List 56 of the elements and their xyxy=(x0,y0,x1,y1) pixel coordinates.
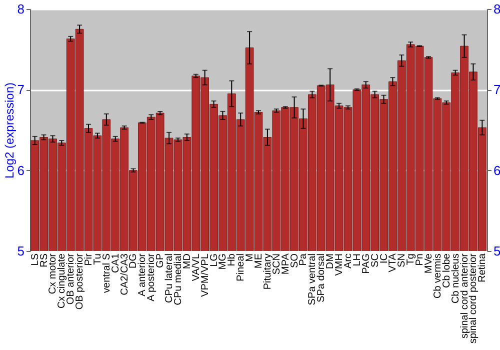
x-tick-label: SC xyxy=(370,254,381,268)
x-tick-label: VTA xyxy=(388,253,399,272)
x-tick-label: SCN xyxy=(271,254,282,275)
y-tick-label: 5 xyxy=(17,244,24,258)
x-tick-label: ME xyxy=(254,253,264,268)
x-tick-label: SPa dorsal xyxy=(316,254,328,302)
x-tick-label: A posterior xyxy=(146,252,158,302)
x-tick-label: DG xyxy=(128,253,140,268)
x-tick-label: GP xyxy=(155,253,166,268)
x-tick-label: SN xyxy=(396,254,408,268)
x-tick-label: IC xyxy=(378,254,390,264)
x-tick-label: Pa xyxy=(298,253,310,266)
x-tick-label: SO xyxy=(289,253,300,268)
x-tick-label: CPu medial xyxy=(172,254,184,306)
x-tick-label: Cb nucleus xyxy=(450,254,462,304)
x-tick-label: Cx cingulate xyxy=(56,253,68,309)
x-tick-label: MPA xyxy=(280,253,292,274)
x-tick-label: Tu xyxy=(92,254,104,265)
x-tick-label: LS xyxy=(30,253,41,266)
x-tick-label: LH xyxy=(352,254,363,266)
x-tick-label: spinal cord posterior xyxy=(468,252,480,344)
x-tick-label: Pir xyxy=(84,252,95,266)
x-tick-label: ventral S xyxy=(101,253,112,293)
y2-tick-label: 8 xyxy=(494,2,500,16)
x-tick-label: spinal cord anterior xyxy=(459,252,470,339)
y-tick-label: 7 xyxy=(17,82,24,98)
x-tick-label: Cb vermis xyxy=(432,254,444,299)
y-tick-label: 6 xyxy=(17,162,24,178)
x-tick-label: Pineal xyxy=(236,254,247,282)
x-tick-label: PAG xyxy=(360,253,372,274)
x-tick-label: Tg xyxy=(406,254,417,266)
x-tick-label: CA1 xyxy=(110,253,122,273)
x-tick-label: Hb xyxy=(226,253,238,266)
y2-tick-label: 5 xyxy=(494,244,500,258)
x-tick-label: Cb lobe xyxy=(441,253,452,288)
x-tick-label: OB posterior xyxy=(74,252,86,310)
x-tick-label: MD xyxy=(182,254,193,270)
x-tick-label: Retina xyxy=(477,253,488,282)
y2-tick-label: 7 xyxy=(494,82,500,98)
x-tick-label: MVe xyxy=(423,253,434,274)
x-tick-label: VA/VL xyxy=(190,253,202,282)
y2-tick-label: 6 xyxy=(494,162,500,178)
x-tick-label: VMH xyxy=(334,254,346,276)
x-tick-label: Pituitary xyxy=(262,254,274,290)
x-tick-label: RS xyxy=(38,253,50,268)
x-tick-label: Pn xyxy=(414,254,426,266)
x-tick-label: LG xyxy=(208,253,220,267)
x-tick-label: M xyxy=(244,254,256,262)
x-tick-label: A anterior xyxy=(137,252,148,296)
x-tick-label: DM xyxy=(325,254,336,270)
x-tick-label: OB anterior xyxy=(66,252,77,305)
y-tick-label: 8 xyxy=(17,2,24,16)
x-tick-label: CA2/CA3 xyxy=(119,253,130,296)
x-tick-label: Arc xyxy=(342,254,354,268)
y-axis-title: Log2 (expression) xyxy=(2,82,16,179)
x-tick-label: VPM/VPL xyxy=(200,253,211,297)
